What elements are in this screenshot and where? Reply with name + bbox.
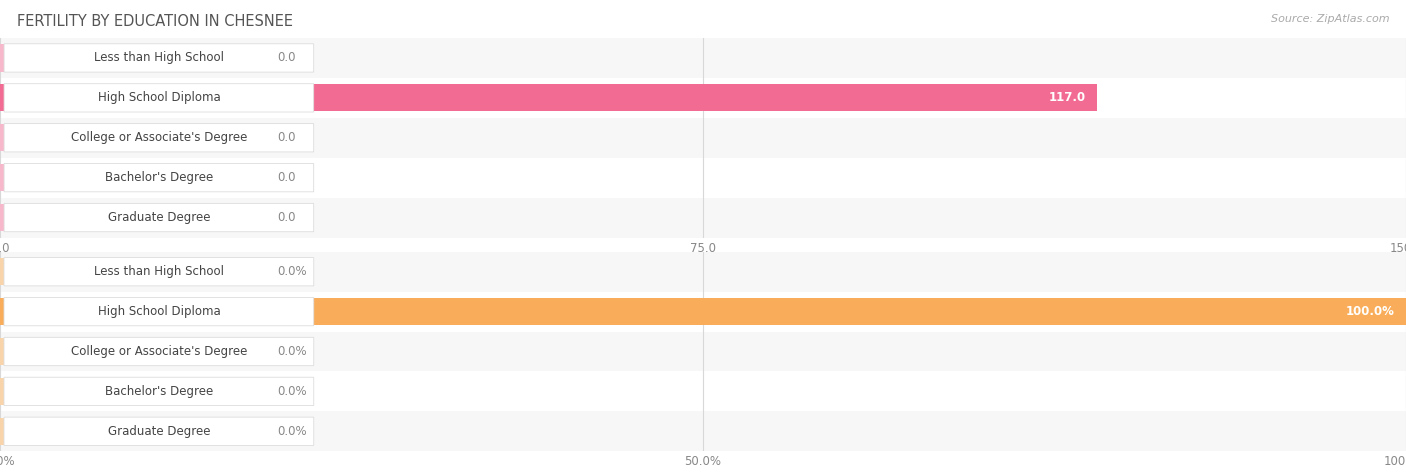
Text: College or Associate's Degree: College or Associate's Degree bbox=[70, 131, 247, 144]
FancyBboxPatch shape bbox=[4, 257, 314, 286]
Bar bbox=[0, 84, 1097, 112]
FancyBboxPatch shape bbox=[4, 44, 314, 72]
FancyBboxPatch shape bbox=[4, 84, 314, 112]
Text: Less than High School: Less than High School bbox=[94, 265, 224, 278]
Text: 117.0: 117.0 bbox=[1049, 91, 1085, 104]
Bar bbox=[0, 411, 1406, 451]
Text: FERTILITY BY EDUCATION IN CHESNEE: FERTILITY BY EDUCATION IN CHESNEE bbox=[17, 14, 292, 29]
Text: Bachelor's Degree: Bachelor's Degree bbox=[105, 171, 212, 184]
FancyBboxPatch shape bbox=[4, 203, 314, 232]
FancyBboxPatch shape bbox=[4, 377, 314, 406]
Bar bbox=[0, 124, 263, 152]
Bar bbox=[0, 378, 263, 405]
Text: 0.0: 0.0 bbox=[277, 51, 295, 65]
Text: 0.0: 0.0 bbox=[277, 131, 295, 144]
Text: High School Diploma: High School Diploma bbox=[97, 305, 221, 318]
Bar bbox=[0, 158, 1406, 198]
Text: 0.0: 0.0 bbox=[277, 211, 295, 224]
FancyBboxPatch shape bbox=[4, 297, 314, 326]
Text: 0.0%: 0.0% bbox=[277, 345, 307, 358]
Text: High School Diploma: High School Diploma bbox=[97, 91, 221, 104]
Text: 0.0%: 0.0% bbox=[277, 385, 307, 398]
Bar bbox=[0, 164, 263, 191]
Bar bbox=[0, 292, 1406, 332]
Text: Bachelor's Degree: Bachelor's Degree bbox=[105, 385, 212, 398]
Bar bbox=[0, 418, 263, 445]
Text: Graduate Degree: Graduate Degree bbox=[108, 211, 209, 224]
Bar bbox=[0, 44, 263, 72]
Bar bbox=[0, 38, 1406, 78]
Text: 100.0%: 100.0% bbox=[1346, 305, 1395, 318]
FancyBboxPatch shape bbox=[4, 417, 314, 446]
Bar bbox=[0, 198, 1406, 238]
Text: 0.0%: 0.0% bbox=[277, 265, 307, 278]
Bar bbox=[0, 204, 263, 231]
Text: 0.0: 0.0 bbox=[277, 171, 295, 184]
Bar bbox=[0, 78, 1406, 118]
Bar bbox=[0, 258, 263, 285]
Bar bbox=[0, 298, 1406, 325]
Text: Graduate Degree: Graduate Degree bbox=[108, 425, 209, 438]
Text: Less than High School: Less than High School bbox=[94, 51, 224, 65]
Bar bbox=[0, 371, 1406, 411]
Bar bbox=[0, 332, 1406, 371]
FancyBboxPatch shape bbox=[4, 124, 314, 152]
Bar bbox=[0, 252, 1406, 292]
Text: Source: ZipAtlas.com: Source: ZipAtlas.com bbox=[1271, 14, 1389, 24]
Bar bbox=[0, 338, 263, 365]
Bar bbox=[0, 118, 1406, 158]
FancyBboxPatch shape bbox=[4, 163, 314, 192]
Text: 0.0%: 0.0% bbox=[277, 425, 307, 438]
FancyBboxPatch shape bbox=[4, 337, 314, 366]
Text: College or Associate's Degree: College or Associate's Degree bbox=[70, 345, 247, 358]
